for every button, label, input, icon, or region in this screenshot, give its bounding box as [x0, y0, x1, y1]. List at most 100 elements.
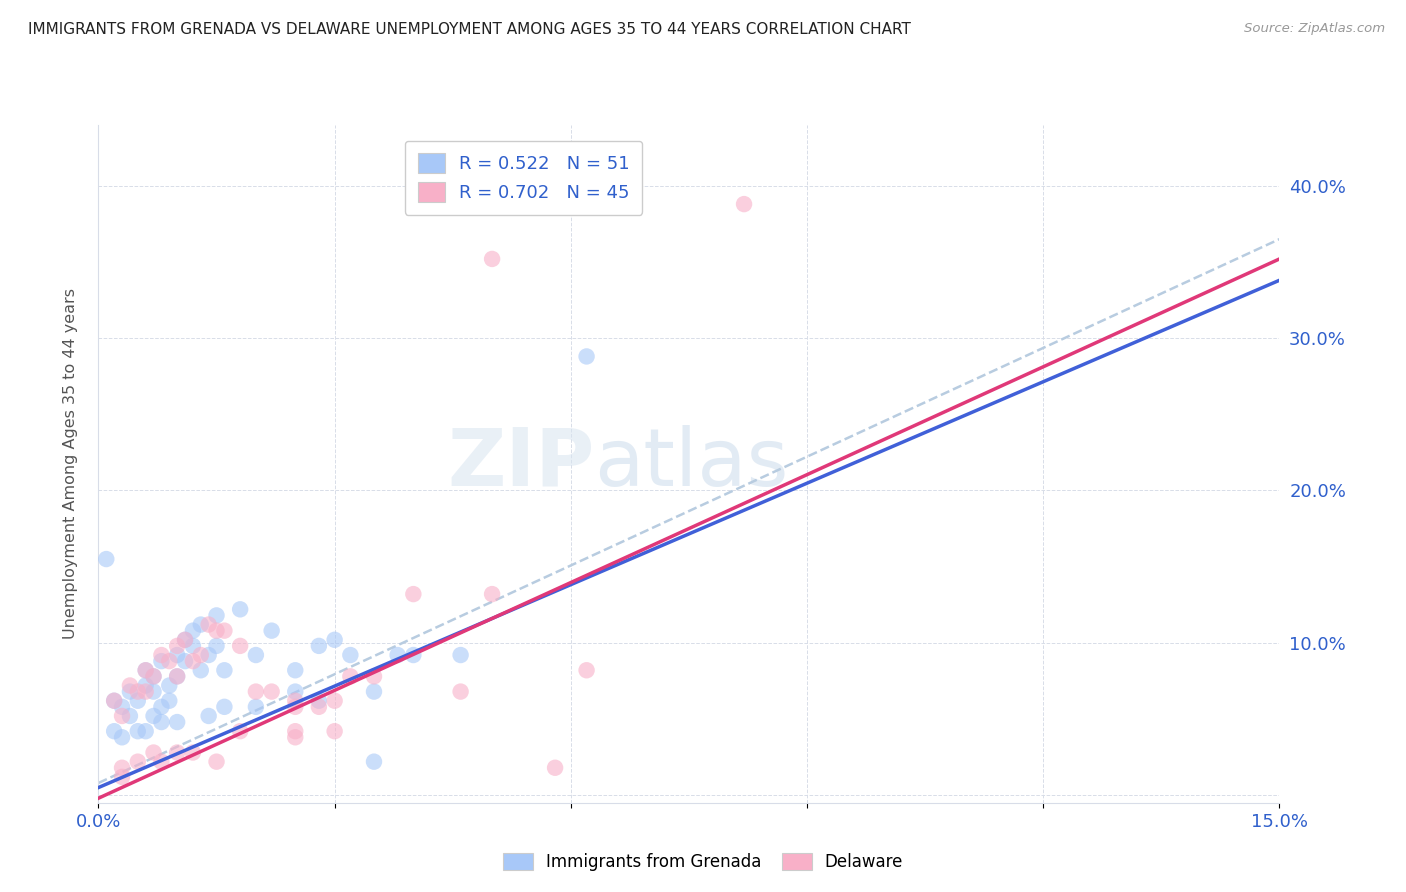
Point — [166, 714, 188, 729]
Point — [363, 684, 385, 698]
Point — [363, 755, 385, 769]
Point — [575, 663, 598, 677]
Point — [245, 699, 267, 714]
Point — [150, 699, 173, 714]
Point — [127, 684, 149, 698]
Point — [190, 663, 212, 677]
Legend: R = 0.522   N = 51, R = 0.702   N = 45: R = 0.522 N = 51, R = 0.702 N = 45 — [405, 141, 643, 215]
Point — [284, 684, 307, 698]
Point — [284, 699, 307, 714]
Point — [229, 724, 252, 739]
Point — [481, 252, 503, 266]
Point — [118, 709, 141, 723]
Point — [142, 669, 165, 683]
Point — [118, 678, 141, 692]
Point — [142, 709, 165, 723]
Point — [205, 624, 228, 638]
Point — [127, 694, 149, 708]
Point — [127, 755, 149, 769]
Point — [402, 587, 425, 601]
Point — [205, 755, 228, 769]
Point — [450, 648, 472, 662]
Point — [190, 617, 212, 632]
Point — [181, 746, 204, 760]
Legend: Immigrants from Grenada, Delaware: Immigrants from Grenada, Delaware — [495, 845, 911, 880]
Point — [323, 694, 346, 708]
Point — [575, 350, 598, 364]
Point — [181, 654, 204, 668]
Point — [214, 663, 236, 677]
Point — [733, 197, 755, 211]
Point — [205, 639, 228, 653]
Point — [96, 552, 118, 566]
Point — [214, 699, 236, 714]
Point — [166, 639, 188, 653]
Point — [166, 746, 188, 760]
Point — [308, 694, 330, 708]
Point — [229, 639, 252, 653]
Point — [339, 669, 361, 683]
Point — [197, 709, 219, 723]
Point — [118, 684, 141, 698]
Point — [323, 632, 346, 647]
Point — [135, 663, 157, 677]
Point — [111, 709, 134, 723]
Point — [260, 684, 283, 698]
Point — [150, 714, 173, 729]
Point — [103, 694, 125, 708]
Point — [142, 684, 165, 698]
Point — [174, 632, 197, 647]
Point — [111, 761, 134, 775]
Point — [450, 684, 472, 698]
Text: ZIP: ZIP — [447, 425, 595, 503]
Point — [135, 678, 157, 692]
Point — [174, 632, 197, 647]
Point — [135, 684, 157, 698]
Point — [166, 648, 188, 662]
Point — [135, 724, 157, 739]
Point — [150, 654, 173, 668]
Text: atlas: atlas — [595, 425, 789, 503]
Point — [166, 669, 188, 683]
Point — [481, 587, 503, 601]
Point — [544, 761, 567, 775]
Text: IMMIGRANTS FROM GRENADA VS DELAWARE UNEMPLOYMENT AMONG AGES 35 TO 44 YEARS CORRE: IMMIGRANTS FROM GRENADA VS DELAWARE UNEM… — [28, 22, 911, 37]
Point — [284, 694, 307, 708]
Point — [339, 648, 361, 662]
Point — [205, 608, 228, 623]
Point — [323, 724, 346, 739]
Point — [284, 731, 307, 745]
Point — [135, 663, 157, 677]
Point — [308, 699, 330, 714]
Point — [157, 694, 180, 708]
Point — [157, 654, 180, 668]
Text: Source: ZipAtlas.com: Source: ZipAtlas.com — [1244, 22, 1385, 36]
Point — [142, 669, 165, 683]
Point — [181, 639, 204, 653]
Point — [197, 617, 219, 632]
Point — [402, 648, 425, 662]
Point — [157, 678, 180, 692]
Point — [387, 648, 409, 662]
Point — [174, 654, 197, 668]
Y-axis label: Unemployment Among Ages 35 to 44 years: Unemployment Among Ages 35 to 44 years — [63, 288, 77, 640]
Point — [111, 770, 134, 784]
Point — [181, 624, 204, 638]
Point — [127, 724, 149, 739]
Point — [103, 724, 125, 739]
Point — [245, 684, 267, 698]
Point — [166, 669, 188, 683]
Point — [190, 648, 212, 662]
Point — [214, 624, 236, 638]
Point — [245, 648, 267, 662]
Point — [260, 624, 283, 638]
Point — [284, 663, 307, 677]
Point — [103, 694, 125, 708]
Point — [111, 731, 134, 745]
Point — [150, 648, 173, 662]
Point — [284, 724, 307, 739]
Point — [197, 648, 219, 662]
Point — [308, 639, 330, 653]
Point — [142, 746, 165, 760]
Point — [363, 669, 385, 683]
